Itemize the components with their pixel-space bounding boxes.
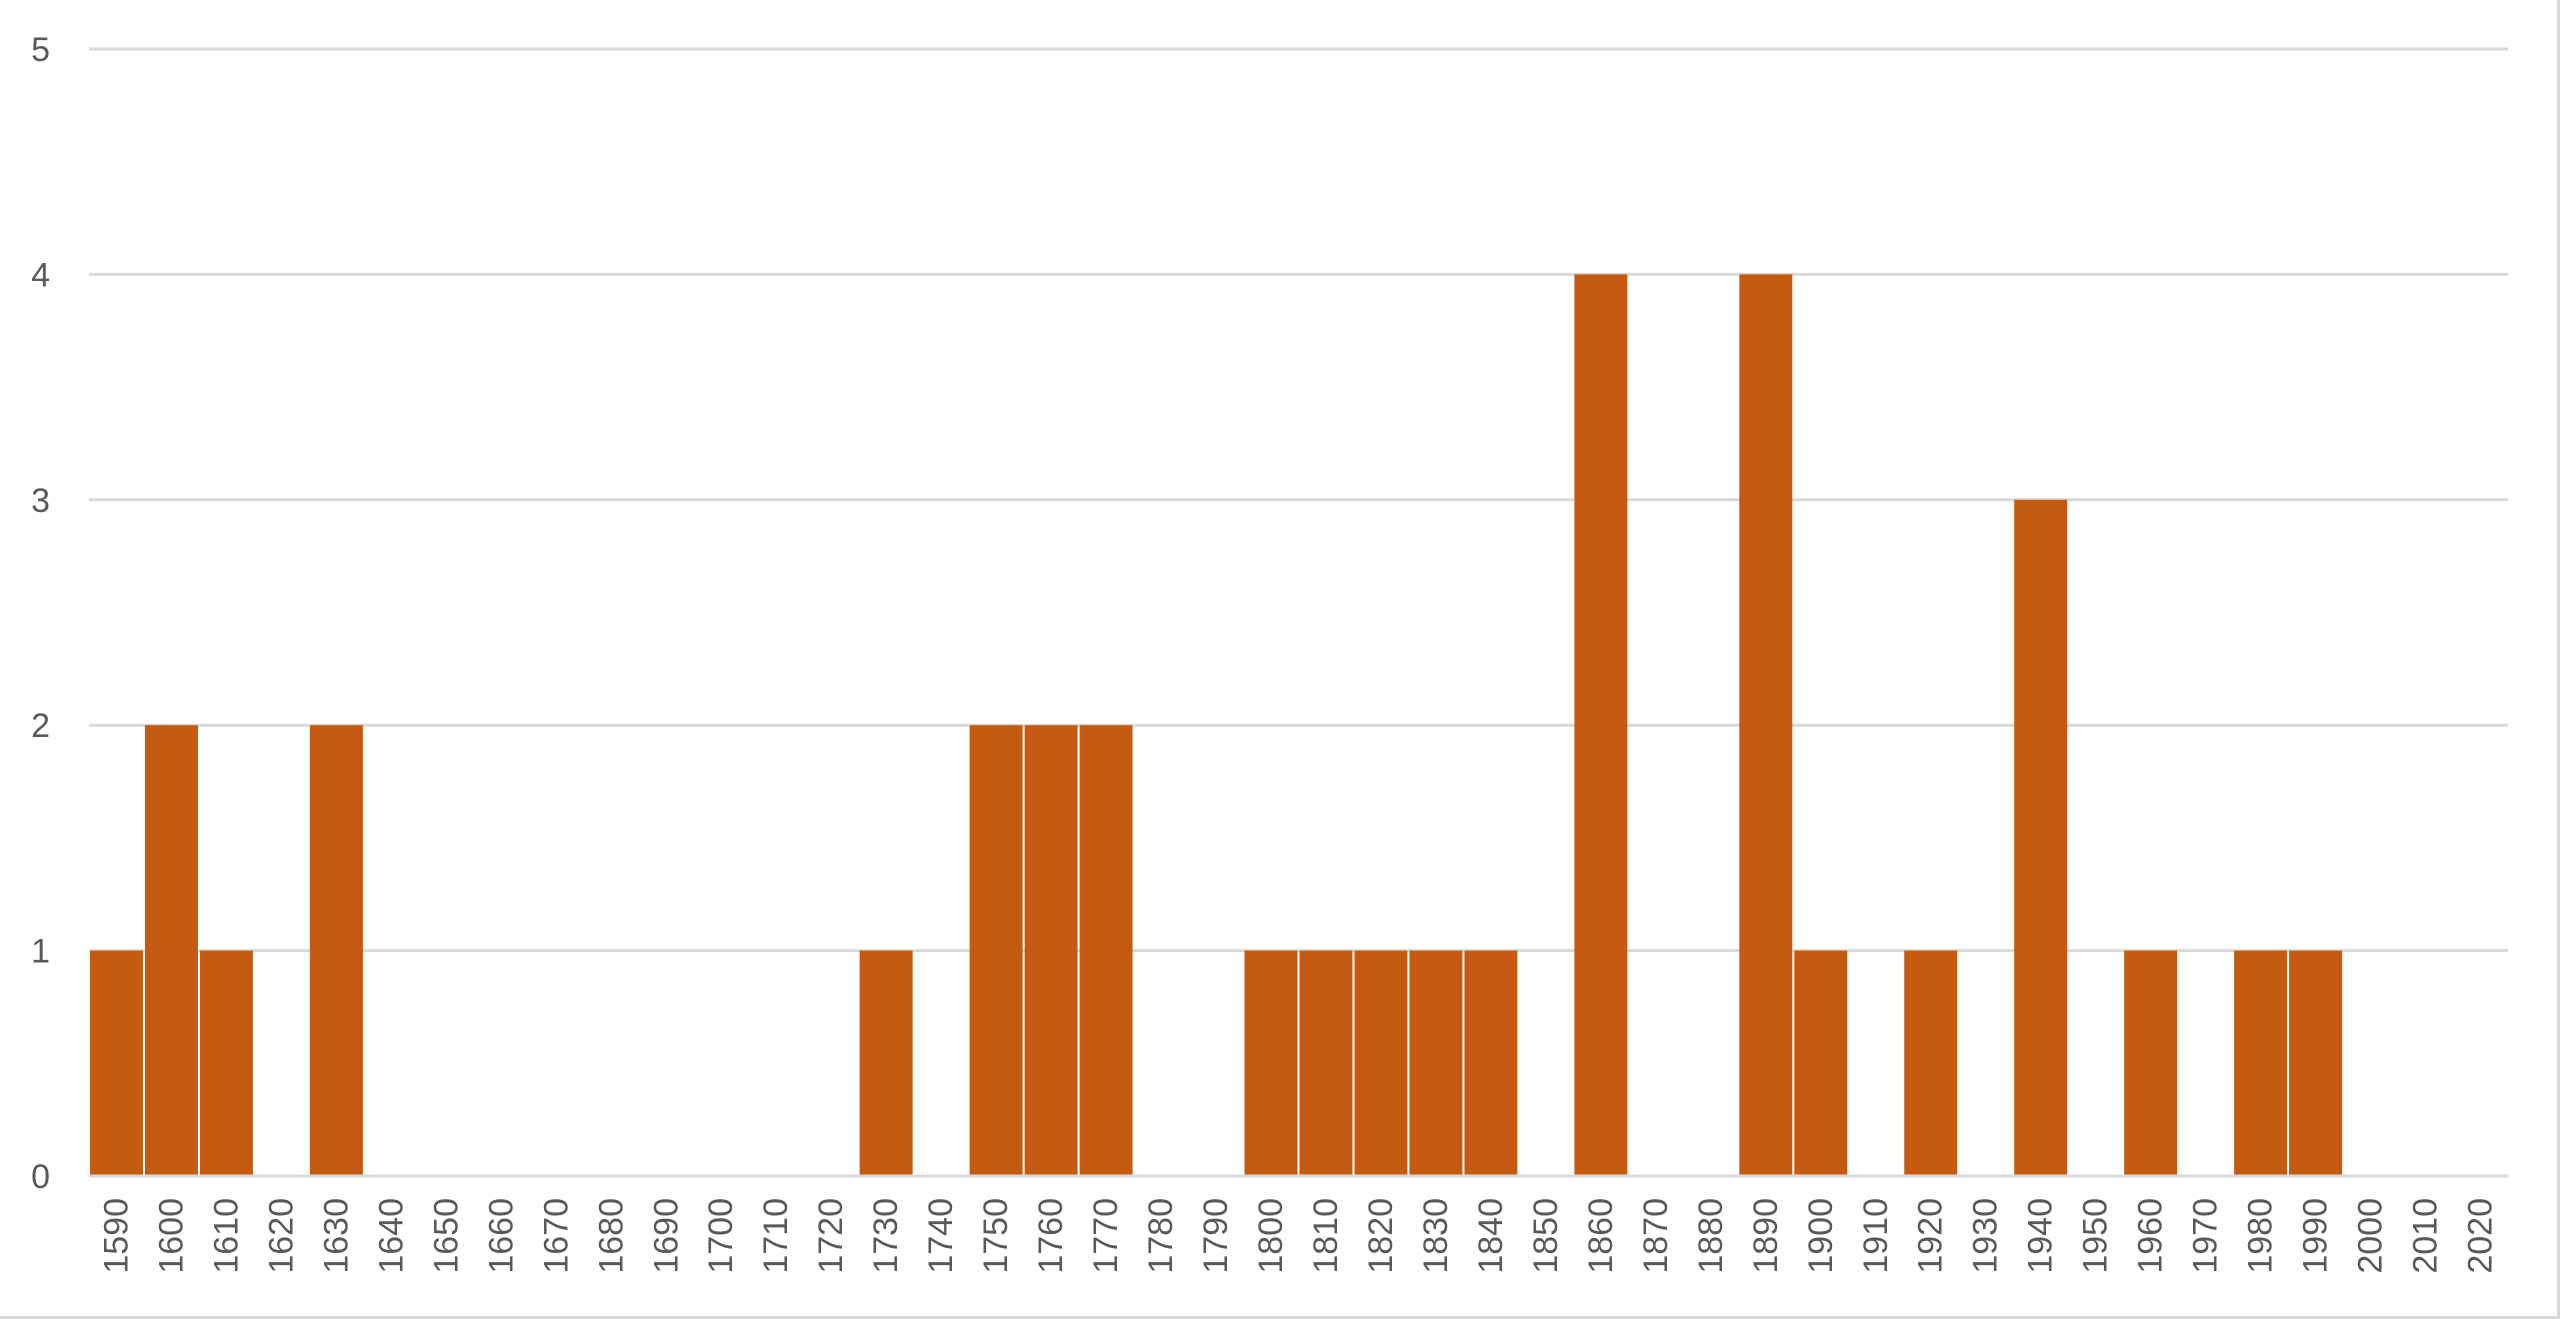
- x-tick-label: 1970: [2187, 1198, 2225, 1274]
- x-tick-label: 1980: [2242, 1198, 2280, 1274]
- x-tick-label: 1720: [812, 1198, 850, 1274]
- x-tick-label: 1700: [702, 1198, 740, 1274]
- x-tick-label: 1910: [1857, 1198, 1895, 1274]
- bar: [1574, 274, 1628, 1176]
- bar: [1794, 950, 1848, 1176]
- x-tick-label: 1990: [2297, 1198, 2335, 1274]
- x-tick-label: 1880: [1692, 1198, 1730, 1274]
- bar: [1244, 950, 1298, 1176]
- x-tick-label: 1940: [2022, 1198, 2060, 1274]
- x-tick-label: 1680: [592, 1198, 630, 1274]
- bar: [1739, 274, 1793, 1176]
- y-tick-label: 1: [31, 933, 50, 971]
- y-tick-label: 5: [31, 31, 50, 69]
- x-tick-label: 1600: [152, 1198, 190, 1274]
- x-tick-label: 1630: [317, 1198, 355, 1274]
- x-tick-label: 1800: [1252, 1198, 1290, 1274]
- y-tick-label: 3: [31, 482, 50, 520]
- bar: [1464, 950, 1518, 1176]
- bar: [144, 725, 198, 1176]
- x-tick-label: 1830: [1417, 1198, 1455, 1274]
- bar: [1354, 950, 1408, 1176]
- x-tick-label: 1900: [1802, 1198, 1840, 1274]
- y-tick-label: 4: [31, 256, 50, 294]
- bar: [309, 725, 363, 1176]
- bar: [1904, 950, 1958, 1176]
- x-tick-label: 1860: [1582, 1198, 1620, 1274]
- bar: [2014, 499, 2068, 1176]
- x-tick-label: 1820: [1362, 1198, 1400, 1274]
- x-tick-label: 1660: [482, 1198, 520, 1274]
- x-tick-label: 1650: [427, 1198, 465, 1274]
- bar: [1024, 725, 1078, 1176]
- x-tick-label: 2010: [2407, 1198, 2445, 1274]
- x-axis-tick-labels: 1590 1600 1610 1620 1630 1640 1650 1660 1670 1680…: [97, 1198, 2499, 1274]
- x-tick-label: 1770: [1087, 1198, 1125, 1274]
- x-tick-label: 1870: [1637, 1198, 1675, 1274]
- bar: [1079, 725, 1133, 1176]
- x-tick-label: 1960: [2132, 1198, 2170, 1274]
- x-tick-label: 1750: [977, 1198, 1015, 1274]
- x-tick-label: 1790: [1197, 1198, 1235, 1274]
- bar: [2234, 950, 2288, 1176]
- x-tick-label: 1890: [1747, 1198, 1785, 1274]
- bar: [199, 950, 253, 1176]
- y-axis-tick-labels: 0 1 2 3 4 5: [31, 31, 50, 1196]
- bar: [1299, 950, 1353, 1176]
- x-tick-label: 1590: [97, 1198, 135, 1274]
- bar: [90, 950, 143, 1176]
- x-tick-label: 1780: [1142, 1198, 1180, 1274]
- x-tick-label: 1710: [757, 1198, 795, 1274]
- x-tick-label: 1740: [922, 1198, 960, 1274]
- x-tick-label: 1670: [537, 1198, 575, 1274]
- bar: [2124, 950, 2178, 1176]
- x-tick-label: 1810: [1307, 1198, 1345, 1274]
- y-tick-label: 0: [31, 1158, 50, 1196]
- x-tick-label: 1730: [867, 1198, 905, 1274]
- x-tick-label: 1840: [1472, 1198, 1510, 1274]
- x-tick-label: 1950: [2077, 1198, 2115, 1274]
- x-tick-label: 1690: [647, 1198, 685, 1274]
- y-tick-label: 2: [31, 707, 50, 745]
- x-tick-label: 2020: [2462, 1198, 2500, 1274]
- x-tick-label: 1610: [207, 1198, 245, 1274]
- bar: [859, 950, 913, 1176]
- bar: [969, 725, 1023, 1176]
- bars: [90, 274, 2343, 1176]
- bar: [1409, 950, 1463, 1176]
- x-tick-label: 1620: [262, 1198, 300, 1274]
- bar: [2289, 950, 2343, 1176]
- x-tick-label: 1930: [1967, 1198, 2005, 1274]
- x-tick-label: 1760: [1032, 1198, 1070, 1274]
- x-tick-label: 2000: [2352, 1198, 2390, 1274]
- x-tick-label: 1920: [1912, 1198, 1950, 1274]
- x-tick-label: 1640: [372, 1198, 410, 1274]
- x-tick-label: 1850: [1527, 1198, 1565, 1274]
- gridlines: [89, 47, 2508, 953]
